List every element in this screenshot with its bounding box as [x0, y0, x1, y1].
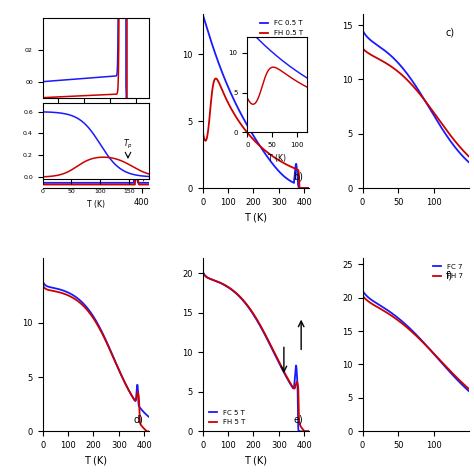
FH 5 T [306, 428, 311, 434]
FH 5 T [200, 270, 205, 275]
FH 7 [450, 371, 456, 376]
FC 7 [419, 338, 425, 344]
FH 0.5 T [213, 76, 219, 82]
FC 0.5 T [205, 29, 211, 35]
FH 0.5 T [286, 163, 292, 168]
FC 5 T [200, 268, 205, 274]
FH 0.5 T [253, 139, 259, 145]
FC 0.5 T [306, 185, 311, 191]
FH 5 T [253, 315, 259, 320]
FC 5 T [253, 316, 259, 321]
Text: b): b) [293, 171, 303, 182]
FC 7 [412, 330, 418, 336]
FH 0.5 T [205, 127, 211, 133]
FH 7 [425, 345, 431, 351]
FH 0.5 T [250, 136, 256, 142]
X-axis label: T (K): T (K) [245, 456, 267, 465]
FC 7 [413, 331, 419, 337]
FC 5 T [286, 378, 292, 384]
Legend: FC 0.5 T, FH 0.5 T: FC 0.5 T, FH 0.5 T [257, 18, 306, 39]
FC 7 [360, 288, 365, 294]
Line: FC 5 T: FC 5 T [202, 271, 312, 431]
Text: e): e) [293, 415, 303, 425]
FC 5 T [296, 428, 301, 434]
FC 7 [467, 390, 473, 395]
FC 0.5 T [306, 185, 311, 191]
FC 5 T [309, 428, 315, 434]
Text: f): f) [446, 270, 453, 281]
FC 0.5 T [200, 11, 205, 17]
FH 0.5 T [309, 185, 315, 191]
FH 0.5 T [306, 185, 311, 191]
FH 7 [360, 293, 365, 299]
FH 5 T [205, 275, 211, 281]
Line: FH 5 T: FH 5 T [202, 273, 312, 431]
Line: FC 0.5 T: FC 0.5 T [202, 14, 312, 188]
FH 0.5 T [200, 128, 205, 134]
Line: FH 7: FH 7 [363, 296, 473, 392]
FH 5 T [306, 428, 311, 434]
FH 0.5 T [306, 185, 311, 191]
FC 5 T [306, 428, 311, 434]
FC 7 [450, 373, 456, 378]
FH 5 T [309, 428, 315, 434]
FC 5 T [250, 311, 255, 317]
FC 0.5 T [309, 185, 315, 191]
FH 0.5 T [297, 185, 302, 191]
FC 5 T [205, 275, 211, 281]
FC 0.5 T [296, 185, 301, 191]
FH 7 [419, 339, 425, 345]
Line: FH 0.5 T: FH 0.5 T [202, 79, 312, 188]
FC 7 [425, 345, 431, 350]
Text: a): a) [137, 171, 146, 182]
FH 7 [467, 387, 473, 393]
Legend: FC 7, FH 7: FC 7, FH 7 [430, 261, 466, 282]
FH 7 [412, 332, 418, 337]
FC 0.5 T [253, 137, 259, 142]
X-axis label: T (K): T (K) [245, 212, 267, 222]
Line: FC 7: FC 7 [363, 291, 473, 395]
FH 7 [470, 390, 474, 395]
FC 7 [470, 392, 474, 398]
Text: d): d) [133, 415, 143, 425]
FH 5 T [302, 428, 308, 434]
FH 5 T [250, 310, 255, 316]
FH 7 [413, 332, 419, 338]
FC 5 T [306, 428, 311, 434]
FC 0.5 T [286, 177, 292, 182]
X-axis label: T (K): T (K) [84, 456, 108, 465]
FC 0.5 T [250, 132, 255, 137]
Text: c): c) [446, 27, 455, 37]
Legend: FC 5 T, FH 5 T: FC 5 T, FH 5 T [206, 407, 248, 428]
FH 5 T [286, 377, 292, 383]
